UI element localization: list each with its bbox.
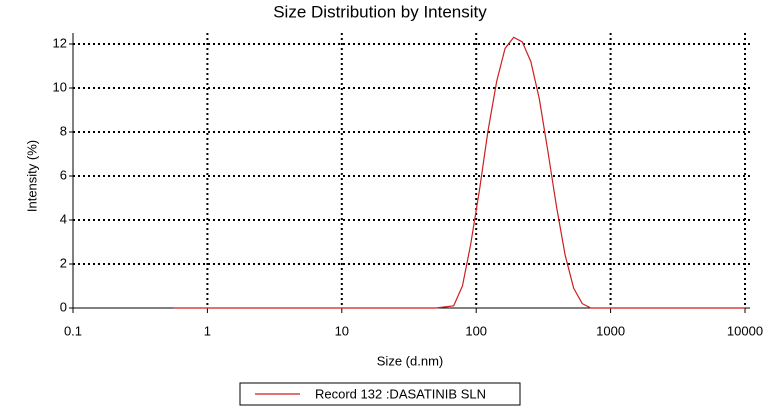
y-axis-label: Intensity (%)	[24, 140, 39, 212]
x-tick-label: 10000	[727, 323, 763, 338]
x-tick-label: 100	[465, 323, 487, 338]
y-tick-label: 4	[60, 211, 67, 226]
x-tick-label: 10	[335, 323, 349, 338]
x-tick-label: 1000	[596, 323, 625, 338]
y-tick-label: 12	[53, 35, 67, 50]
y-tick-label: 8	[60, 123, 67, 138]
y-tick-label: 0	[60, 299, 67, 314]
legend-label: Record 132 :DASATINIB SLN	[315, 386, 486, 401]
data-line	[173, 36, 745, 309]
y-tick-label: 10	[53, 79, 67, 94]
x-axis-label: Size (d.nm)	[377, 353, 443, 368]
y-tick-label: 6	[60, 167, 67, 182]
y-tick-label: 2	[60, 255, 67, 270]
x-tick-label: 0.1	[64, 323, 82, 338]
legend-box	[239, 382, 521, 406]
chart-title: Size Distribution by Intensity	[273, 2, 487, 21]
x-tick-label: 1	[204, 323, 211, 338]
